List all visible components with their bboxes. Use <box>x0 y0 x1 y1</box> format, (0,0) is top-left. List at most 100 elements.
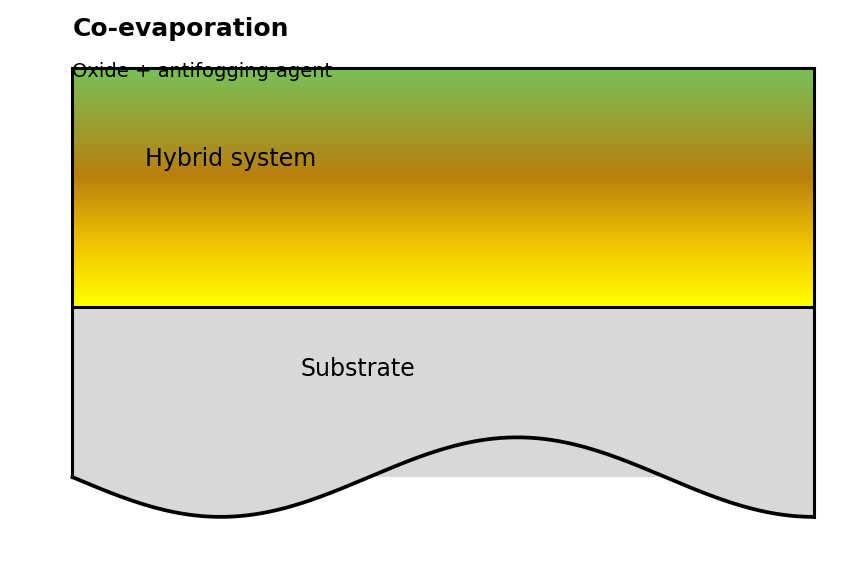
Bar <box>72 145 814 146</box>
Bar <box>72 226 814 227</box>
Bar <box>72 258 814 259</box>
Bar <box>72 124 814 125</box>
Bar <box>72 101 814 102</box>
Bar <box>72 273 814 274</box>
Bar <box>72 223 814 224</box>
Bar <box>72 297 814 298</box>
Bar <box>72 97 814 98</box>
Bar <box>72 260 814 261</box>
Bar <box>72 233 814 234</box>
Bar <box>72 285 814 286</box>
Bar <box>72 205 814 206</box>
Bar <box>72 303 814 304</box>
Bar <box>72 134 814 135</box>
Bar <box>72 90 814 91</box>
Bar <box>72 112 814 113</box>
Bar <box>72 175 814 176</box>
Bar <box>72 295 814 296</box>
Text: Hybrid system: Hybrid system <box>145 147 316 171</box>
Bar <box>72 208 814 209</box>
Bar <box>72 68 814 69</box>
Bar <box>72 143 814 144</box>
Bar <box>72 102 814 103</box>
Bar <box>72 287 814 288</box>
Bar <box>72 161 814 162</box>
Bar <box>72 77 814 78</box>
Bar <box>72 181 814 182</box>
Bar <box>72 306 814 307</box>
Bar <box>72 136 814 137</box>
Bar <box>72 292 814 293</box>
Bar <box>72 79 814 80</box>
Bar <box>72 78 814 79</box>
Bar <box>72 212 814 213</box>
Bar <box>72 110 814 111</box>
Bar <box>72 148 814 149</box>
Bar <box>72 198 814 199</box>
Bar <box>72 166 814 167</box>
Bar <box>72 75 814 76</box>
Bar <box>72 253 814 254</box>
Bar <box>72 300 814 301</box>
Bar <box>72 256 814 257</box>
Bar <box>72 76 814 77</box>
Bar <box>72 180 814 181</box>
Bar <box>72 228 814 229</box>
Bar <box>72 266 814 267</box>
Bar <box>72 138 814 139</box>
Bar <box>72 88 814 89</box>
Bar <box>72 250 814 251</box>
Bar <box>72 242 814 243</box>
Bar <box>72 218 814 219</box>
Bar <box>72 91 814 92</box>
Bar <box>72 179 814 180</box>
Bar <box>72 232 814 233</box>
Bar <box>72 165 814 166</box>
Bar <box>72 158 814 159</box>
Bar <box>72 105 814 106</box>
Bar <box>72 173 814 174</box>
Bar <box>72 206 814 207</box>
Bar <box>72 89 814 90</box>
Bar <box>72 284 814 285</box>
Bar <box>72 113 814 114</box>
Bar <box>72 149 814 150</box>
Bar <box>72 269 814 270</box>
Bar <box>72 240 814 241</box>
Bar <box>72 290 814 291</box>
Bar <box>72 236 814 237</box>
Bar <box>72 272 814 273</box>
Bar <box>72 163 814 164</box>
Bar <box>72 225 814 226</box>
Bar <box>72 195 814 196</box>
Bar <box>72 274 814 275</box>
Bar <box>72 282 814 283</box>
Bar <box>72 74 814 75</box>
Bar <box>72 271 814 272</box>
Bar <box>72 288 814 289</box>
Bar <box>72 289 814 290</box>
Bar <box>72 83 814 84</box>
Bar <box>72 129 814 130</box>
Bar <box>72 243 814 244</box>
Bar <box>72 106 814 107</box>
Bar <box>72 109 814 110</box>
Bar <box>72 293 814 294</box>
Bar <box>72 167 814 168</box>
Bar <box>72 254 814 255</box>
Bar <box>72 265 814 266</box>
Bar <box>72 132 814 133</box>
Bar <box>72 139 814 140</box>
Text: Oxide + antifogging-agent: Oxide + antifogging-agent <box>72 62 332 81</box>
Bar <box>72 280 814 281</box>
Bar <box>72 192 814 193</box>
Bar <box>72 210 814 211</box>
Bar <box>72 137 814 138</box>
Bar <box>72 135 814 136</box>
Bar <box>72 222 814 223</box>
Bar <box>72 117 814 118</box>
Bar <box>72 277 814 278</box>
Bar <box>72 123 814 124</box>
Bar <box>72 187 814 188</box>
Bar <box>72 201 814 202</box>
